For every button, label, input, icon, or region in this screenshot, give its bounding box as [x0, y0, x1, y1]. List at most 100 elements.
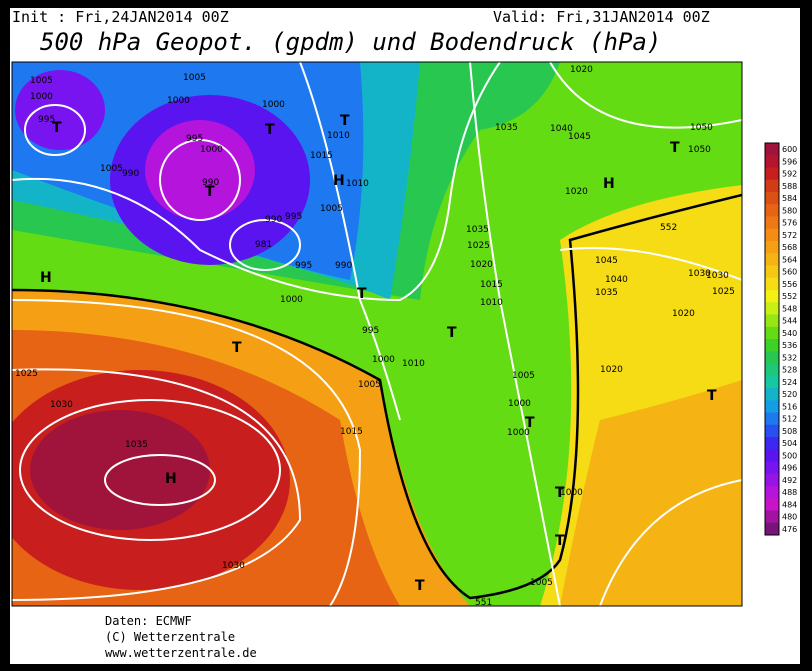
isobar-label: 1010	[346, 179, 369, 189]
pressure-center: T	[357, 286, 367, 302]
pressure-center: H	[603, 176, 615, 192]
valid-text: Valid: Fri,31JAN2014 00Z	[493, 8, 710, 26]
colorbar-label: 588	[782, 182, 797, 191]
isobar-label: 1015	[340, 427, 363, 437]
isobar-label: 1000	[508, 399, 531, 409]
field-purple	[145, 120, 255, 220]
isobar-label: 990	[202, 178, 219, 188]
isobar-label: 981	[255, 240, 272, 250]
isobar-label: 990	[122, 169, 139, 179]
isobar	[469, 62, 561, 606]
isobar-label: 995	[295, 261, 312, 271]
colorbar-label: 556	[782, 280, 797, 289]
contour-552	[12, 193, 742, 600]
colorbar-label: 600	[782, 145, 797, 154]
isobar-label: 1010	[402, 359, 425, 369]
isobar-label: 1020	[470, 260, 493, 270]
isobar-label: 1030	[222, 561, 245, 571]
isobar-label: 1005	[100, 164, 123, 174]
colorbar-swatch	[765, 412, 779, 426]
colorbar-swatch	[765, 473, 779, 487]
isobar	[104, 454, 216, 506]
colorbar-swatch	[765, 486, 779, 499]
isobar	[299, 62, 401, 421]
colorbar-swatch	[765, 302, 779, 315]
colorbar-label: 560	[782, 268, 797, 277]
colorbar-swatch	[765, 241, 779, 254]
colorbar-swatch	[765, 314, 779, 328]
colorbar-swatch	[765, 400, 779, 413]
colorbar-label: 532	[782, 353, 797, 362]
isobar-label: 1015	[480, 280, 503, 290]
isobar-label: 1050	[688, 145, 711, 155]
isobar-label: 990	[265, 215, 282, 225]
isobar	[559, 247, 742, 281]
pressure-center: T	[707, 388, 717, 404]
colorbar-swatch	[765, 228, 779, 242]
colorbar-label: 520	[782, 390, 797, 399]
colorbar-label: 488	[782, 488, 797, 497]
colorbar-label: 508	[782, 427, 797, 436]
colorbar-swatch	[765, 522, 779, 536]
colorbar-label: 504	[782, 439, 797, 448]
isobar-label: 1005	[358, 380, 381, 390]
isobar-label: 552	[660, 223, 677, 233]
isobar-label: 1045	[595, 256, 618, 266]
isobar-label: 1035	[125, 440, 148, 450]
isobar	[599, 479, 742, 606]
colorbar-label: 548	[782, 304, 797, 313]
colorbar-swatch	[765, 375, 779, 389]
isobar-label: 995	[285, 212, 302, 222]
pressure-center: T	[555, 533, 565, 549]
isobar-label: 1010	[480, 298, 503, 308]
isobar-label: 1030	[50, 400, 73, 410]
colorbar-swatch	[765, 461, 779, 475]
isobar	[229, 219, 301, 271]
colorbar-swatch	[765, 339, 779, 352]
colorbar-swatch	[765, 498, 779, 511]
isobar	[24, 104, 86, 156]
colorbar-label: 564	[782, 255, 797, 264]
isobar-label: 1030	[706, 271, 729, 281]
pressure-center: H	[333, 173, 345, 189]
isobar-label: 1005	[512, 371, 535, 381]
colorbar-label: 596	[782, 157, 797, 166]
colorbar-swatch	[765, 510, 779, 524]
pressure-center: T	[232, 340, 242, 356]
pressure-center: H	[165, 471, 177, 487]
colorbar-label: 500	[782, 451, 797, 460]
colorbar-label: 572	[782, 231, 797, 240]
colorbar-swatch	[765, 167, 779, 181]
isobar-label: 1005	[30, 76, 53, 86]
isobar	[19, 399, 281, 541]
colorbar-label: 528	[782, 366, 797, 375]
colorbar-label: 536	[782, 341, 797, 350]
isobar	[12, 368, 302, 601]
colorbar-swatch	[765, 216, 779, 230]
colorbar-swatch	[765, 253, 779, 266]
isobar-label: 1000	[560, 488, 583, 498]
colorbar-label: 576	[782, 219, 797, 228]
isobar-label: 1000	[507, 428, 530, 438]
isobar-label: 1020	[600, 365, 623, 375]
map-frame	[11, 61, 743, 607]
pressure-center: T	[415, 578, 425, 594]
colorbar-frame	[764, 142, 780, 536]
isobar-label: 1015	[310, 151, 333, 161]
isobar-label: 1005	[530, 578, 553, 588]
isobar-label: 1035	[495, 123, 518, 133]
colorbar-swatch	[765, 155, 779, 168]
pressure-center: T	[555, 485, 565, 501]
colorbar-label: 476	[782, 525, 797, 534]
isobar-label: 1005	[320, 204, 343, 214]
footer-line: Daten: ECMWF	[105, 614, 192, 628]
title: 500 hPa Geopot. (gpdm) und Bodendruck (h…	[40, 28, 661, 56]
footer-line: www.wetterzentrale.de	[105, 646, 257, 660]
isobar-label: 995	[362, 326, 379, 336]
pressure-center: T	[205, 184, 215, 200]
isobar-label: 1040	[550, 124, 573, 134]
isobar-label: 990	[335, 261, 352, 271]
isobar-label: 995	[186, 134, 203, 144]
isobar-label: 1005	[183, 73, 206, 83]
isobar-label: 995	[38, 115, 55, 125]
